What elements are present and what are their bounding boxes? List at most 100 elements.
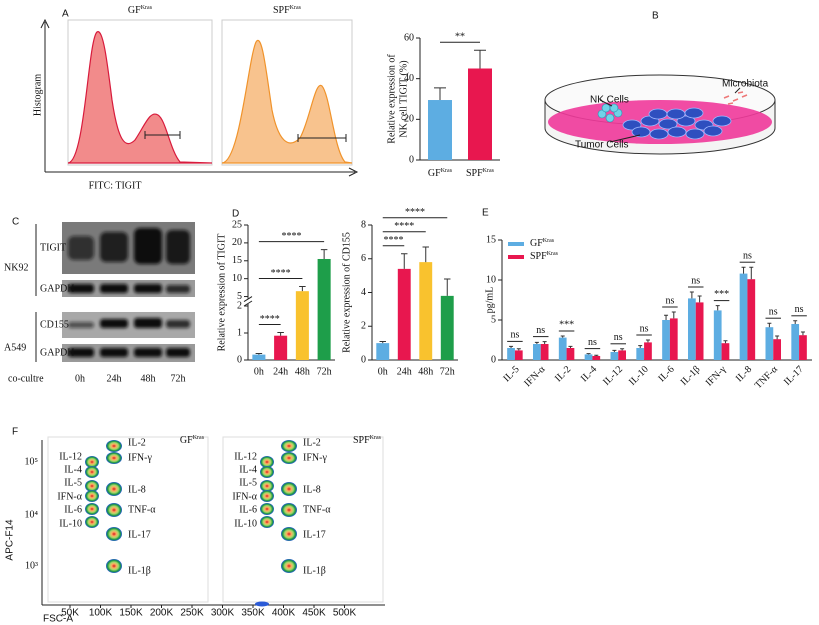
histogram-frame [221,19,353,166]
error-bar [664,314,669,320]
cell-line-label: NK92 [4,262,28,273]
bar [739,273,748,360]
y-axis-label: Relative expression of CD155 [341,232,352,353]
y-tick-label: 0 [237,354,242,365]
bar [274,335,288,360]
flow-spot [106,482,122,496]
cytokine-label: IL-17 [128,529,151,540]
bar [713,310,722,360]
y-axis-label: pg/mL [484,287,495,314]
timepoint-label: 72h [171,373,186,384]
cytokine-label: IL-4 [64,464,82,475]
y-tick-label: 2 [237,300,242,311]
y-tick-label: 25 [232,219,242,230]
x-tick-label: IFN-γ [704,364,729,389]
cytokine-label: TNF-α [128,504,156,515]
x-tick-label: 400K [272,608,296,619]
cytokine-label: IL-6 [239,504,257,515]
error-bar [775,335,780,340]
bar [747,279,756,360]
error-bar [715,305,720,311]
bar [252,354,266,360]
legend-label-base: SPF [530,251,547,262]
flow-spot [281,559,297,573]
x-tick-label: 500K [333,608,357,619]
histogram-title-base: SPF [273,5,290,16]
error-bar [612,349,617,352]
bar [618,350,626,360]
significance-label: ns [743,250,752,261]
significance-label: **** [260,314,280,325]
significance-label: ns [769,306,778,317]
flow-spot [106,452,122,464]
histogram-title-sup: Kras [141,5,153,11]
y-tick-label: 20 [404,114,414,125]
cytokine-label: IL-8 [303,484,321,495]
protein-label: GAPDH [40,347,74,358]
cytokine-label: IFN-γ [303,452,327,463]
y-tick-label: 5 [491,314,496,325]
x-tick-label: 48h [418,366,433,377]
x-axis-label: FSC-A [43,614,73,625]
x-tick-label: 0h [254,366,264,377]
bar [669,318,678,360]
error-bar [697,295,702,303]
cytokine-label: IL-2 [128,437,146,448]
x-tick-label: 100K [89,608,113,619]
legend-swatch [508,255,524,259]
error-bar [767,322,772,328]
y-axis-label: Relative expression of TIGIT [216,234,227,352]
legend-label-sup: Kras [547,251,559,257]
x-tick-label: 350K [241,608,265,619]
x-tick-label: 150K [119,608,143,619]
y-axis-label: NK cell TIGIT (%) [398,60,409,137]
cytokine-label: IFN-γ [128,452,152,463]
cytokine-label: IL-4 [239,464,257,475]
y-axis-label: Histogram [32,74,43,116]
bar [507,348,515,360]
flow-spot [106,440,122,452]
protein-label: GAPDH [40,283,74,294]
error-bar [689,291,694,299]
y-tick-label: 5 [237,291,242,302]
flow-spot [281,482,297,496]
error-bar [638,345,643,348]
legend-label-base: GF [530,238,543,249]
histogram-title: GFKras [128,5,153,16]
error-bar [741,266,746,274]
axis-break [243,300,253,307]
timepoint-label: 24h [107,373,122,384]
x-tick-label: TNF-α [753,363,781,391]
legend-label: SPFKras [530,251,559,262]
bar [592,356,601,360]
x-tick-label: IL-6 [656,364,676,384]
bar [721,343,730,360]
histogram-title: SPFKras [273,5,302,16]
bar [610,352,619,360]
bar [428,100,452,160]
legend-label: GFKras [530,238,555,249]
significance-label: ns [665,295,674,306]
y-tick-label: 0 [491,354,496,365]
significance-label: ns [795,304,804,315]
axis-arrows [40,18,359,177]
x-tick-label-base: GF [428,168,441,179]
panel-label: F [12,427,18,438]
significance-label: **** [394,221,414,232]
bar [799,335,807,360]
flow-spot [85,503,99,515]
panel-label: C [12,217,19,228]
y-axis-label: APC-F14 [5,519,16,561]
diagram-label: NK Cells [590,95,629,106]
plot-title: SPFKras [353,435,382,446]
cell-line-label: A549 [4,342,26,353]
flow-spot [260,516,274,528]
significance-label: *** [559,319,574,330]
bar [695,302,704,360]
histogram-title-base: GF [128,5,141,16]
y-tick-label: 8 [361,219,366,230]
panel-label: E [482,208,489,219]
bar [514,350,523,360]
